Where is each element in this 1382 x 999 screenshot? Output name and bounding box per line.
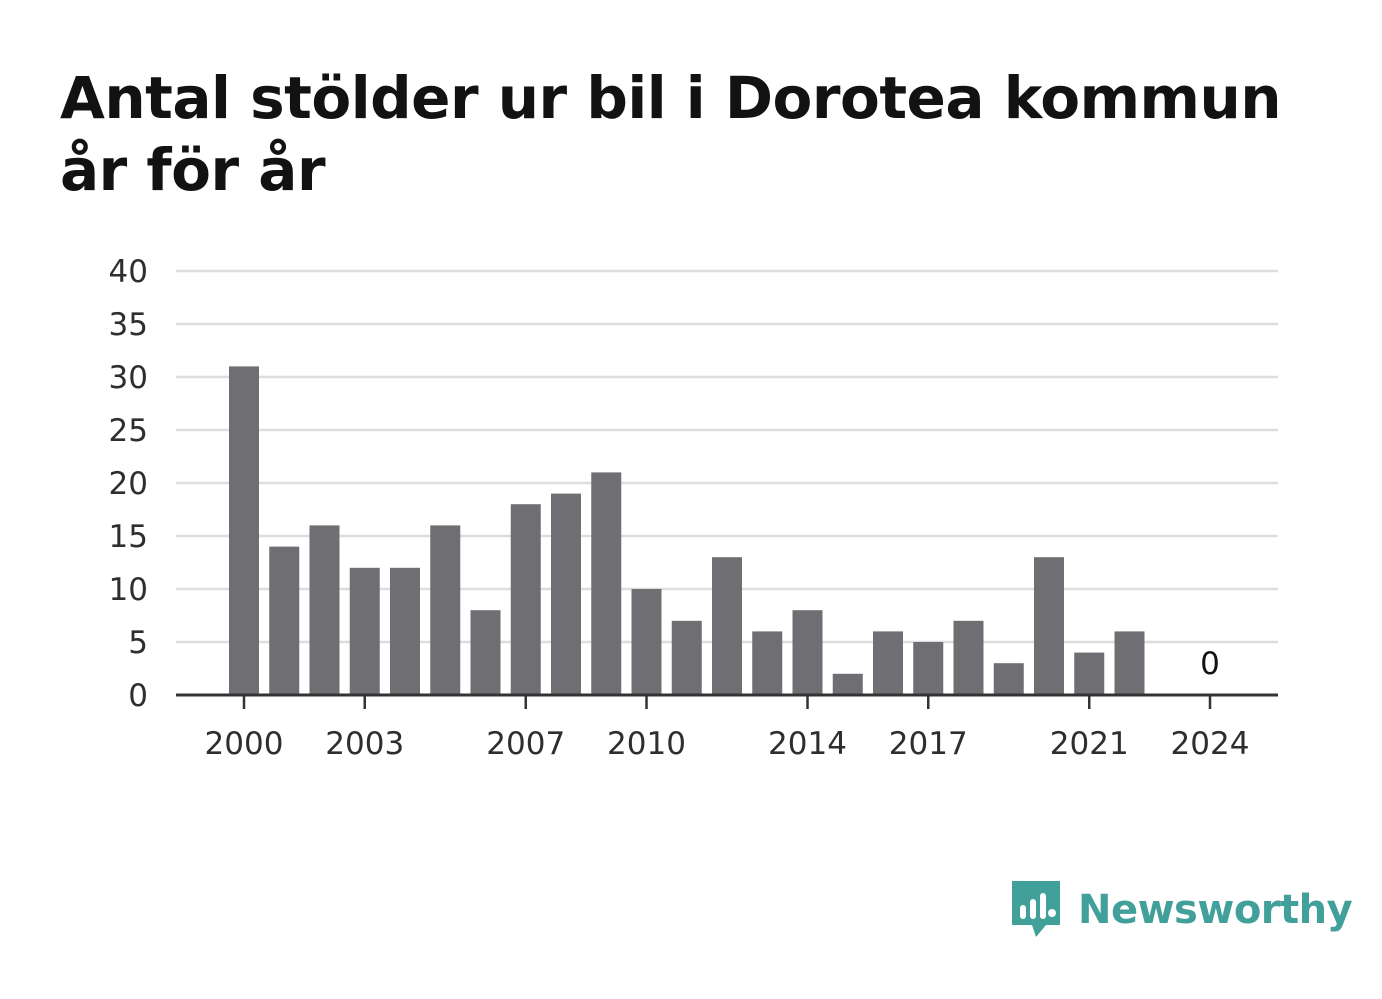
- bar: [591, 472, 622, 695]
- bar: [1034, 557, 1064, 695]
- bar: [1074, 652, 1105, 695]
- x-tick-label: 2000: [205, 726, 284, 762]
- bar: [349, 567, 380, 695]
- bar: [309, 525, 340, 695]
- data-labels: 0: [1200, 646, 1220, 682]
- x-tick-label: 2014: [768, 726, 847, 762]
- newsworthy-logo-icon: [1012, 881, 1060, 937]
- bars: [229, 366, 1145, 695]
- data-label: 0: [1200, 646, 1220, 682]
- y-tick-label: 30: [109, 360, 148, 396]
- brand-name: Newsworthy: [1078, 887, 1353, 933]
- bar: [792, 610, 823, 695]
- y-tick-label: 10: [109, 572, 148, 608]
- bar: [913, 642, 944, 695]
- gridlines: [176, 269, 1278, 644]
- bar: [712, 557, 742, 695]
- bar: [631, 589, 662, 695]
- bar: [430, 525, 461, 695]
- bar: [551, 493, 581, 695]
- x-tick-label: 2024: [1171, 726, 1250, 762]
- y-axis-ticks: 0 5 10 15 20 25 30 35 40: [109, 254, 148, 714]
- x-axis-ticks: 2000 2003 2007 2010 2014 2017 2021 2024: [205, 695, 1250, 762]
- bar: [953, 620, 984, 695]
- x-tick-label: 2017: [889, 726, 968, 762]
- y-tick-label: 5: [128, 625, 148, 661]
- chart-title: Antal stölder ur bil i Dorotea kommun år…: [60, 64, 1282, 204]
- y-tick-label: 40: [109, 254, 148, 290]
- y-tick-label: 20: [109, 466, 148, 502]
- bar: [873, 631, 903, 695]
- y-tick-label: 25: [109, 413, 148, 449]
- bar: [390, 567, 420, 695]
- bar: [832, 673, 863, 695]
- y-tick-label: 15: [109, 519, 148, 555]
- x-tick-label: 2010: [607, 726, 686, 762]
- x-tick-label: 2007: [486, 726, 565, 762]
- bar: [229, 366, 259, 695]
- bar: [752, 631, 783, 695]
- bar: [993, 663, 1024, 695]
- bar: [269, 546, 300, 695]
- x-tick-label: 2003: [325, 726, 404, 762]
- y-tick-label: 35: [109, 307, 148, 343]
- bar: [470, 610, 501, 695]
- bar: [1114, 631, 1145, 695]
- bar: [671, 620, 702, 695]
- y-tick-label: 0: [128, 678, 148, 714]
- brand-logo: Newsworthy: [1010, 878, 1353, 942]
- x-tick-label: 2021: [1050, 726, 1129, 762]
- bar: [510, 504, 541, 695]
